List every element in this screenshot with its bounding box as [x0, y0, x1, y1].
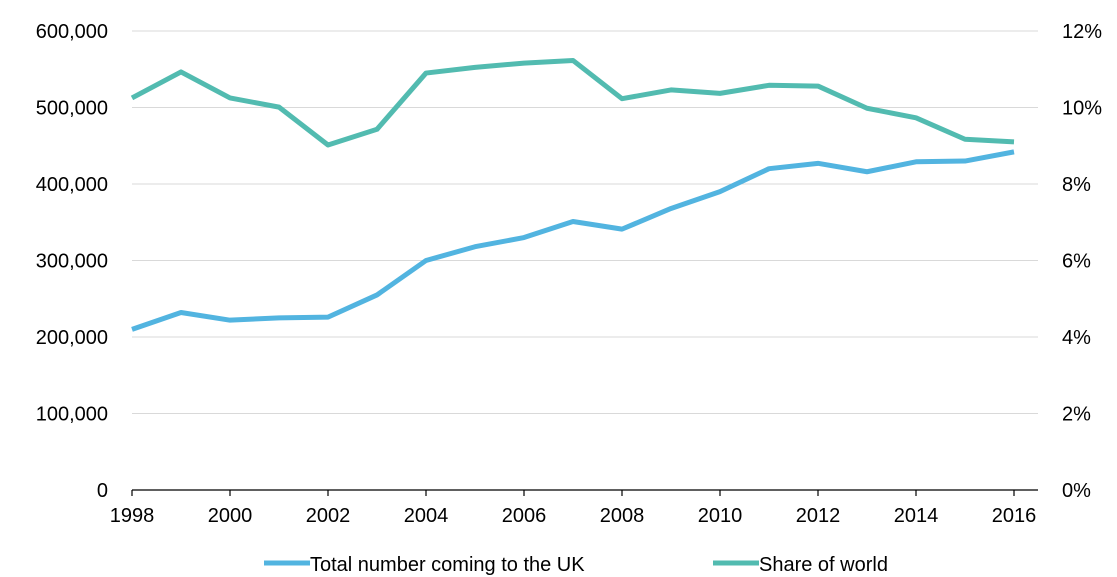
- y2-tick-label: 10%: [1062, 98, 1102, 120]
- axes: 0 100,000 200,000 300,000 400,000 500,000 600,…: [36, 21, 1103, 527]
- y-tick-label: 300,000: [36, 251, 108, 273]
- x-tick-label: 2012: [796, 505, 841, 527]
- legend: Total number coming to the UK Share of wo…: [264, 554, 888, 576]
- x-tick-label: 2010: [698, 505, 743, 527]
- x-tick-label: 1998: [110, 505, 155, 527]
- series-line-1: [132, 60, 1014, 145]
- y-tick-label: 600,000: [36, 21, 108, 43]
- y2-tick-label: 4%: [1062, 327, 1091, 349]
- series-lines: [132, 60, 1014, 329]
- y-tick-label: 0: [97, 480, 108, 502]
- legend-label-1: Share of world: [759, 554, 888, 576]
- y2-tick-label: 0%: [1062, 480, 1091, 502]
- y-tick-label: 500,000: [36, 98, 108, 120]
- x-tick-label: 2002: [306, 505, 351, 527]
- legend-label-0: Total number coming to the UK: [310, 554, 585, 576]
- x-tick-label: 2014: [894, 505, 939, 527]
- x-tick-label: 2000: [208, 505, 253, 527]
- y2-tick-label: 2%: [1062, 404, 1091, 426]
- y2-tick-label: 12%: [1062, 21, 1102, 43]
- y-tick-label: 100,000: [36, 404, 108, 426]
- y-tick-label: 400,000: [36, 174, 108, 196]
- y2-tick-label: 8%: [1062, 174, 1091, 196]
- x-tick-label: 2016: [992, 505, 1037, 527]
- y-tick-label: 200,000: [36, 327, 108, 349]
- x-tick-label: 2004: [404, 505, 449, 527]
- x-tick-label: 2006: [502, 505, 547, 527]
- y2-tick-label: 6%: [1062, 251, 1091, 273]
- x-tick-label: 2008: [600, 505, 645, 527]
- series-line-0: [132, 152, 1014, 329]
